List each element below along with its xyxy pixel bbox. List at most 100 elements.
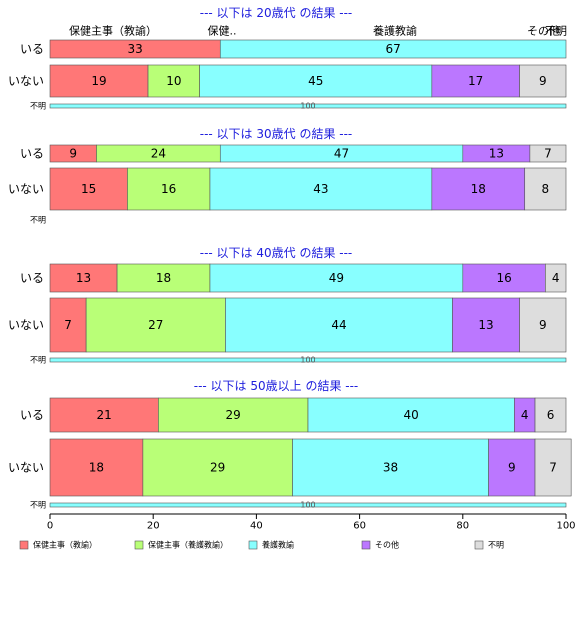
value-label: 8 — [542, 182, 550, 196]
bar-segment — [209, 167, 433, 211]
value-label: 49 — [329, 271, 344, 285]
bar-segment — [534, 438, 572, 497]
legend-swatch — [474, 540, 484, 550]
bar-segment — [292, 438, 489, 497]
column-header-label: 保健.. — [208, 24, 237, 38]
row-label: いない — [8, 461, 44, 475]
row-label: 不明 — [30, 501, 46, 510]
value-label: 100 — [300, 102, 315, 111]
bar-segment — [488, 438, 536, 497]
row-label: いる — [20, 147, 44, 161]
bar-segment — [142, 438, 293, 497]
value-label: 15 — [81, 182, 96, 196]
value-label: 9 — [69, 147, 77, 161]
row-label: いない — [8, 182, 44, 196]
x-tick-label: 20 — [147, 521, 160, 532]
value-label: 16 — [496, 271, 511, 285]
value-label: 21 — [97, 408, 112, 422]
panel-title: --- 以下は 30歳代 の結果 --- — [200, 127, 353, 141]
bar-segment — [529, 144, 567, 163]
bar-segment — [524, 167, 567, 211]
value-label: 47 — [334, 147, 349, 161]
value-label: 45 — [308, 74, 323, 88]
value-label: 7 — [544, 147, 552, 161]
bar-segment — [431, 64, 520, 98]
value-label: 10 — [166, 74, 181, 88]
bar-segment — [545, 263, 567, 293]
bar-segment — [519, 297, 567, 353]
bar-segment — [519, 64, 567, 98]
legend-swatch — [361, 540, 371, 550]
legend-label: 保健主事（教諭） — [33, 540, 97, 550]
bar-segment — [49, 397, 159, 433]
bar-segment — [534, 397, 567, 433]
column-header-label: その他 — [527, 25, 560, 38]
bar-segment — [116, 263, 211, 293]
bar-segment — [49, 357, 567, 363]
panel-title: --- 以下は 20歳代 の結果 --- — [200, 6, 353, 20]
bar-segment — [49, 438, 144, 497]
legend-swatch — [19, 540, 29, 550]
value-label: 38 — [383, 461, 398, 475]
bar-segment — [219, 39, 567, 59]
bar-segment — [49, 502, 567, 508]
bar-segment — [209, 263, 464, 293]
bar-segment — [431, 167, 526, 211]
bar-segment — [127, 167, 211, 211]
column-header-label: 不明 — [545, 25, 567, 38]
value-label: 27 — [148, 318, 163, 332]
value-label: 18 — [89, 461, 104, 475]
row-label: いる — [20, 271, 44, 285]
value-label: 9 — [539, 318, 547, 332]
bar-segment — [147, 64, 200, 98]
value-label: 100 — [300, 501, 315, 510]
value-label: 17 — [468, 74, 483, 88]
row-label: 不明 — [30, 356, 46, 365]
x-tick-label: 100 — [556, 521, 575, 532]
x-tick-label: 40 — [250, 521, 263, 532]
bar-segment — [49, 297, 87, 353]
bar-segment — [49, 263, 118, 293]
value-label: 13 — [489, 147, 504, 161]
value-label: 40 — [404, 408, 419, 422]
value-label: 100 — [300, 356, 315, 365]
panel-title: --- 以下は 50歳以上 の結果 --- — [194, 379, 359, 393]
value-label: 16 — [161, 182, 176, 196]
value-label: 7 — [549, 461, 557, 475]
x-tick-label: 60 — [353, 521, 366, 532]
legend-swatch — [248, 540, 258, 550]
bar-segment — [225, 297, 453, 353]
value-label: 7 — [64, 318, 72, 332]
bar-segment — [199, 64, 433, 98]
value-label: 29 — [210, 461, 225, 475]
bar-segment — [85, 297, 226, 353]
value-label: 9 — [539, 74, 547, 88]
column-header-label: 保健主事（教諭） — [69, 24, 157, 38]
row-label: 不明 — [30, 102, 46, 111]
value-label: 29 — [226, 408, 241, 422]
value-label: 18 — [471, 182, 486, 196]
value-label: 44 — [331, 318, 346, 332]
row-label: いる — [20, 42, 44, 56]
value-label: 9 — [508, 461, 516, 475]
value-label: 4 — [521, 408, 529, 422]
bar-segment — [49, 103, 567, 109]
x-tick-label: 80 — [456, 521, 469, 532]
row-label: いない — [8, 318, 44, 332]
value-label: 13 — [76, 271, 91, 285]
legend-label: 保健主事（養護教諭） — [148, 540, 228, 550]
column-header-label: 養護教諭 — [373, 24, 417, 38]
value-label: 13 — [478, 318, 493, 332]
panel-title: --- 以下は 40歳代 の結果 --- — [200, 246, 353, 260]
value-label: 24 — [151, 147, 166, 161]
value-label: 33 — [127, 42, 142, 56]
row-label: いない — [8, 74, 44, 88]
value-label: 4 — [552, 271, 560, 285]
legend-label: 不明 — [488, 541, 504, 550]
value-label: 43 — [313, 182, 328, 196]
value-label: 19 — [91, 74, 106, 88]
value-label: 67 — [385, 42, 400, 56]
legend-swatch — [134, 540, 144, 550]
row-label: 不明 — [30, 216, 46, 225]
legend-label: 養護教諭 — [262, 540, 294, 550]
